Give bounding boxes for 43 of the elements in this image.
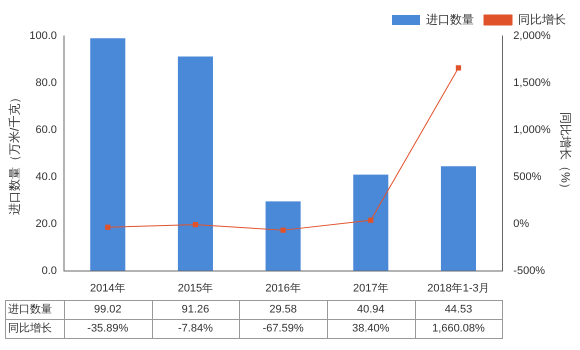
data-label: 38.40%: [352, 322, 390, 335]
data-label: -7.84%: [178, 322, 214, 335]
y-tick-label: 60.0: [36, 124, 57, 136]
text: 进口数量: [8, 304, 52, 316]
data-label: -67.59%: [262, 322, 304, 335]
data-label: -35.89%: [87, 322, 128, 335]
data-label: 99.02: [94, 304, 122, 316]
y2-tick-label: 1,500%: [513, 76, 551, 89]
bar: [90, 38, 126, 271]
y2-tick-label: 500%: [513, 170, 542, 183]
x-tick-label: 2015年: [178, 282, 214, 294]
text: 同比增长: [8, 322, 52, 335]
data-label: 44.53: [444, 304, 472, 316]
y2-tick-label: -500%: [513, 264, 546, 277]
bar: [266, 201, 301, 271]
point: [192, 222, 198, 228]
y2-axis-title: 同比增长（%）: [558, 112, 572, 195]
y2-tick-label: 2,000%: [513, 30, 551, 42]
legend-label: 进口数量: [426, 12, 474, 26]
x-tick-label: 2018年1-3月: [427, 282, 490, 294]
x-tick-label: 2014年: [90, 282, 126, 294]
y-axis-title: 进口数量（万米/千克）: [8, 92, 22, 216]
point: [280, 228, 286, 233]
x-tick-label: 2017年: [353, 282, 389, 294]
bar: [353, 174, 388, 271]
y-tick-label: 0.0: [42, 264, 57, 277]
bar: [178, 56, 213, 271]
data-label: 1,660.08%: [432, 322, 485, 335]
y2-tick-label: 0%: [513, 218, 530, 230]
point: [105, 224, 110, 230]
data-label: 40.94: [357, 304, 385, 316]
y-tick-label: 40.0: [36, 170, 57, 183]
data-label: 29.58: [269, 304, 297, 316]
y-tick-label: 100.0: [29, 30, 57, 42]
point: [368, 218, 374, 223]
y2-tick-label: 1,000%: [513, 124, 551, 136]
y-tick-label: 80.0: [36, 76, 57, 89]
y-tick-label: 20.0: [36, 218, 57, 230]
bar: [440, 166, 476, 271]
data-label: 91.26: [182, 304, 210, 316]
point: [456, 65, 462, 71]
legend-label: 同比增长: [518, 12, 566, 26]
x-tick-label: 2016年: [265, 282, 301, 294]
